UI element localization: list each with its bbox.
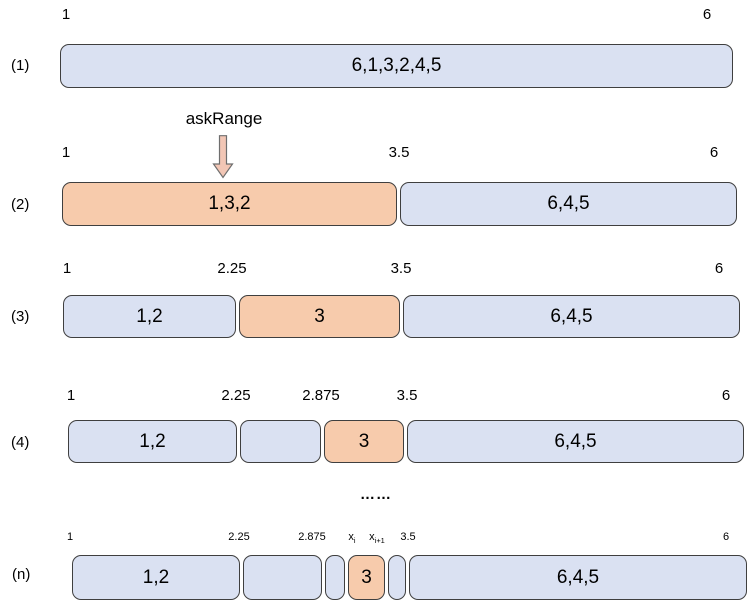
segment-text: 1,2	[136, 305, 163, 327]
segment-text: 6,1,3,2,4,5	[351, 55, 442, 76]
tick-label: 6	[702, 6, 712, 23]
segment-text: 3	[358, 430, 370, 452]
segment-text: 6,4,5	[550, 305, 593, 327]
down-arrow-icon	[212, 135, 234, 179]
tick-label: 3.5	[400, 531, 416, 543]
row4-segment-1	[240, 420, 321, 463]
tick-label: 2.875	[298, 531, 326, 543]
segment-text: 6,4,5	[554, 430, 597, 452]
tick-label: 1	[61, 144, 71, 161]
segment-text: 1,2	[142, 566, 170, 588]
rown-segment-3: 3	[348, 555, 385, 600]
ask-range-label: askRange	[185, 109, 263, 128]
tick-label: 2.875	[302, 387, 340, 404]
row4-segment-3: 6,4,5	[407, 420, 744, 463]
row1-segment-0: 6,1,3,2,4,5	[60, 44, 733, 88]
tick-label: 2.25	[217, 260, 247, 277]
row2-segment-1: 6,4,5	[400, 182, 737, 226]
tick-label: 6	[714, 260, 724, 277]
row4-segment-0: 1,2	[68, 420, 237, 463]
tick-label: 3.5	[396, 387, 418, 404]
tick-label: 1	[66, 531, 74, 543]
row-label-4: (4)	[11, 434, 30, 451]
tick-label-xi: xi	[348, 531, 356, 546]
row3-segment-0: 1,2	[63, 295, 236, 338]
rown-segment-1	[243, 555, 322, 600]
row3-segment-2: 6,4,5	[403, 295, 740, 338]
row-label-1: (1)	[11, 57, 30, 74]
row-label-3: (3)	[11, 308, 30, 325]
row3-segment-1: 3	[239, 295, 400, 338]
tick-label: 1	[61, 6, 71, 23]
segment-text: 6,4,5	[547, 193, 590, 214]
row2-segment-0: 1,3,2	[62, 182, 397, 226]
tick-label: 1	[66, 387, 76, 404]
rown-segment-4	[388, 555, 406, 600]
row-label-n: (n)	[12, 566, 31, 583]
rown-segment-0: 1,2	[72, 555, 240, 600]
tick-label: 6	[721, 387, 731, 404]
tick-label-xi1: xi+1	[369, 531, 385, 546]
segment-text: 3	[314, 305, 325, 327]
row-label-2: (2)	[11, 196, 30, 213]
tick-label: 1	[62, 260, 72, 277]
row4-segment-2: 3	[324, 420, 404, 463]
continuation-dots: ……	[360, 486, 392, 503]
rown-segment-5: 6,4,5	[409, 555, 747, 600]
tick-label: 2.25	[221, 387, 251, 404]
tick-label: 3.5	[388, 144, 410, 161]
tick-label: 2.25	[228, 531, 250, 543]
tick-label: 6	[722, 531, 730, 543]
tick-label: 3.5	[390, 260, 412, 277]
segment-text: 6,4,5	[556, 566, 600, 588]
segment-text: 1,2	[139, 430, 166, 452]
rown-segment-2	[325, 555, 345, 600]
segment-text: 1,3,2	[208, 193, 251, 214]
segment-text: 3	[361, 566, 372, 588]
tick-label: 6	[709, 144, 719, 161]
